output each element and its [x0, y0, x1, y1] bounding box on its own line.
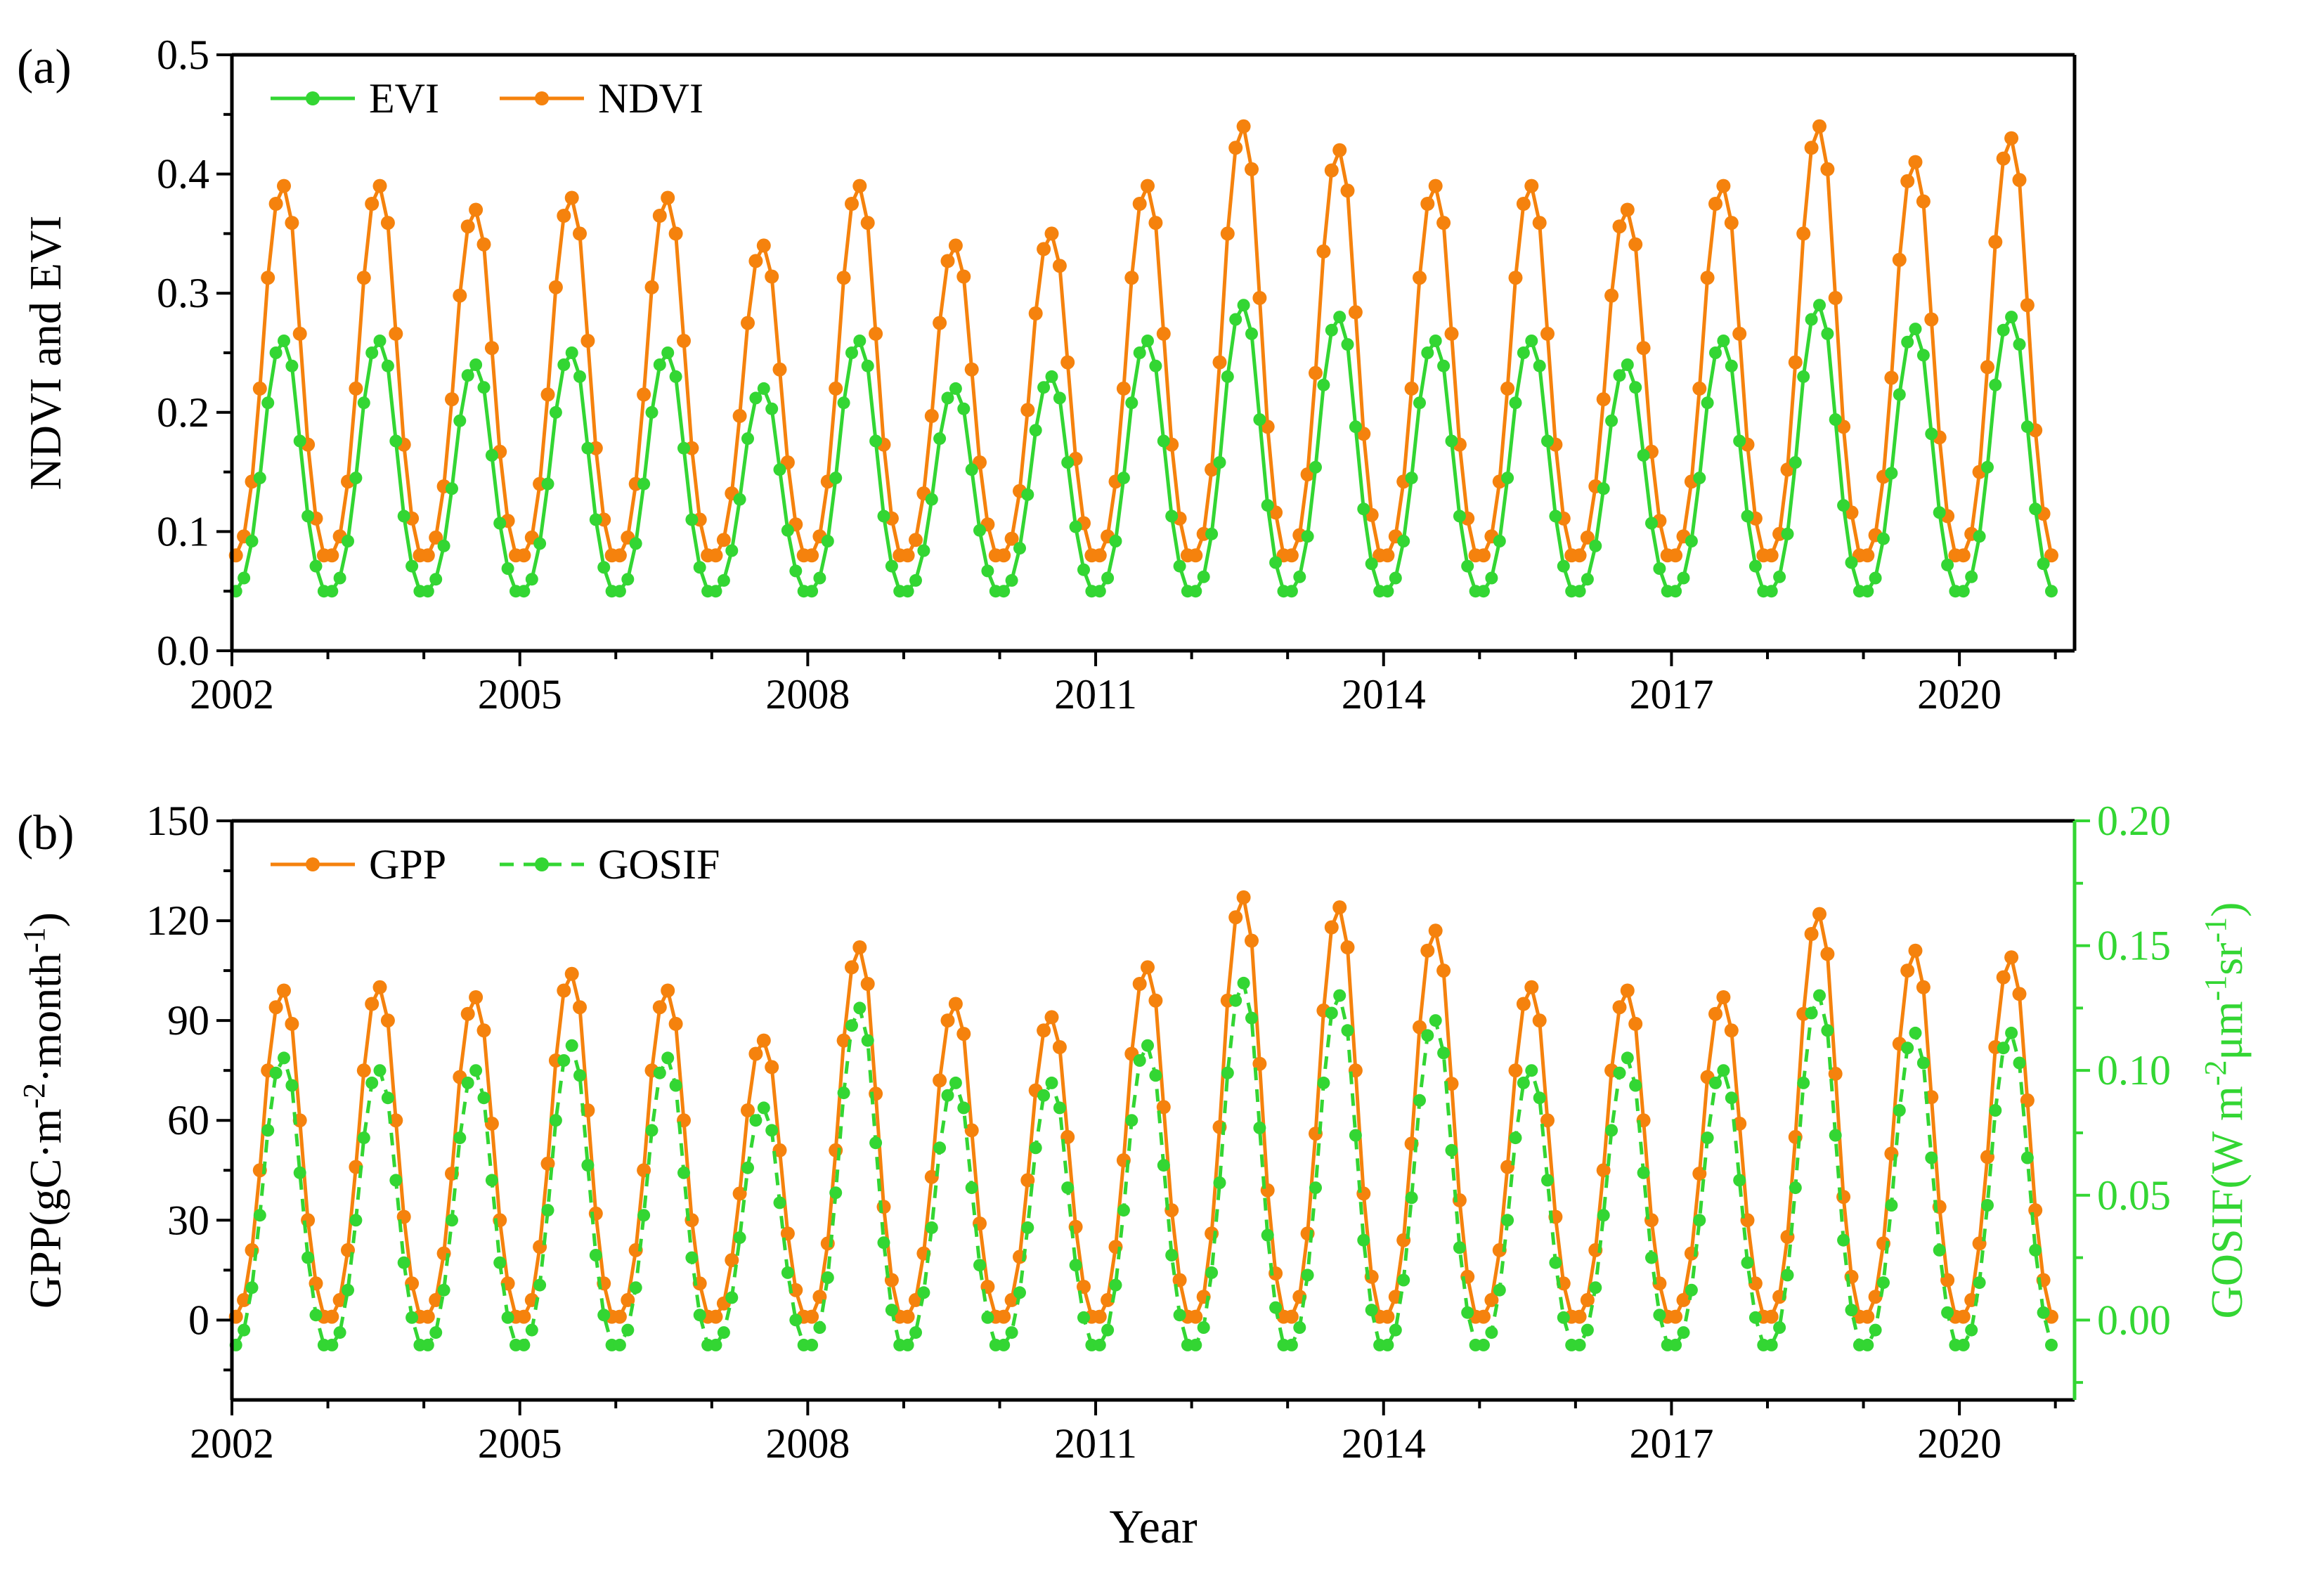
legend-marker-gosif	[535, 857, 549, 871]
panel-b-left-axis-title: GPP(gC·m-2·month-1)	[17, 912, 70, 1309]
x-tick-label: 2011	[1054, 671, 1137, 718]
legend-marker-evi	[306, 91, 320, 105]
legend-label-evi: EVI	[369, 75, 439, 122]
y-left-tick-label: 0.5	[157, 32, 209, 78]
panel-b: 2002 2005 2008 2011 2014 2017 2020 0 30 60 90 120 15…	[17, 798, 2252, 1553]
x-tick-label: 2020	[1917, 671, 2001, 718]
x-tick-label: 2014	[1342, 671, 1426, 718]
x-tick-label: 2020	[1917, 1420, 2001, 1467]
gpp-markers	[228, 890, 2058, 1324]
legend-label-gosif: GOSIF	[598, 841, 720, 888]
x-tick-label: 2008	[765, 671, 850, 718]
y-right-tick-label: 0.05	[2097, 1172, 2171, 1219]
x-tick-label: 2005	[478, 671, 562, 718]
panel-a-letter: (a)	[17, 40, 72, 94]
y-left-tick-label: 0.0	[157, 628, 209, 674]
gosif-markers	[229, 976, 2058, 1351]
legend-label-ndvi: NDVI	[598, 75, 703, 122]
y-left-tick-label: 0.2	[157, 389, 209, 436]
y-left-tick-label: 0.1	[157, 508, 209, 554]
y-left-tick-label: 0.4	[157, 151, 209, 197]
y-left-tick-label: 0	[188, 1297, 209, 1343]
ndvi-line	[234, 124, 2053, 557]
panel-b-right-axis-title: GOSIF(W m-2μm-1sr-1)	[2198, 902, 2252, 1319]
y-left-tick-label: 150	[146, 798, 209, 844]
panel-b-letter: (b)	[17, 806, 74, 860]
x-tick-label: 2005	[478, 1420, 562, 1467]
x-tick-label: 2014	[1342, 1420, 1426, 1467]
x-tick-label: 2017	[1629, 671, 1713, 718]
x-tick-label: 2011	[1054, 1420, 1137, 1467]
y-right-tick-label: 0.20	[2097, 798, 2171, 844]
ndvi-markers	[228, 119, 2058, 563]
y-right-tick-label: 0.00	[2097, 1297, 2171, 1343]
gpp-line	[234, 895, 2053, 1319]
y-right-tick-label: 0.15	[2097, 923, 2171, 969]
y-left-tick-label: 60	[167, 1097, 209, 1143]
gosif-line	[234, 981, 2053, 1347]
y-right-tick-label: 0.10	[2097, 1047, 2171, 1094]
evi-markers	[229, 299, 2058, 598]
panel-a: 2002 2005 2008 2011 2014 2017 2020 0.0 0.1 0.2 0.3…	[17, 32, 2077, 718]
x-axis-title: Year	[1109, 1500, 1198, 1553]
y-left-tick-label: 30	[167, 1197, 209, 1243]
x-tick-label: 2002	[190, 671, 274, 718]
x-tick-label: 2002	[190, 1420, 274, 1467]
y-left-tick-label: 0.3	[157, 270, 209, 316]
x-tick-label: 2017	[1629, 1420, 1713, 1467]
x-tick-label: 2008	[765, 1420, 850, 1467]
legend-marker-gpp	[306, 857, 320, 871]
legend-marker-ndvi	[535, 91, 549, 105]
legend-label-gpp: GPP	[369, 841, 446, 888]
panel-a-y-axis-title: NDVI and EVI	[20, 216, 70, 491]
y-left-tick-label: 120	[146, 897, 209, 944]
y-left-tick-label: 90	[167, 997, 209, 1044]
